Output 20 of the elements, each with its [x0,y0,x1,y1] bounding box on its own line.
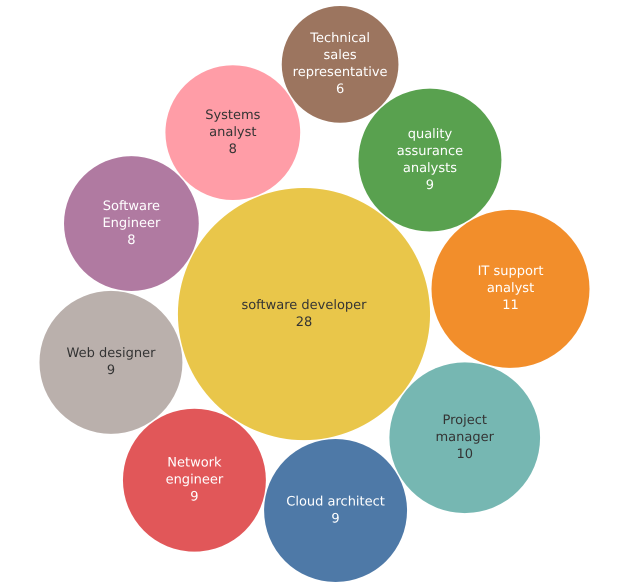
data-label: 11 [502,298,519,314]
category-label: Software Engineer [102,198,161,231]
data-label: 9 [426,178,434,193]
category-label: Cloud architect [286,494,385,510]
category-label: Systems analyst [205,108,261,140]
category-label: Web designer [66,346,156,362]
data-label: 28 [296,314,312,330]
data-label: 10 [456,447,474,462]
data-label: 9 [106,363,116,378]
data-label: 9 [190,490,199,505]
category-label: Network engineer [166,456,224,488]
category-label: Project manager [436,413,495,446]
data-label: 6 [336,82,344,98]
category-label: quality assurance analysts [396,126,464,176]
data-label: 9 [331,511,340,526]
category-label: IT support analyst [478,264,544,296]
data-label: 8 [127,232,136,248]
data-label: 8 [228,142,237,158]
category-label: software developer [241,298,368,313]
category-label: Technical sales representative [292,31,388,80]
